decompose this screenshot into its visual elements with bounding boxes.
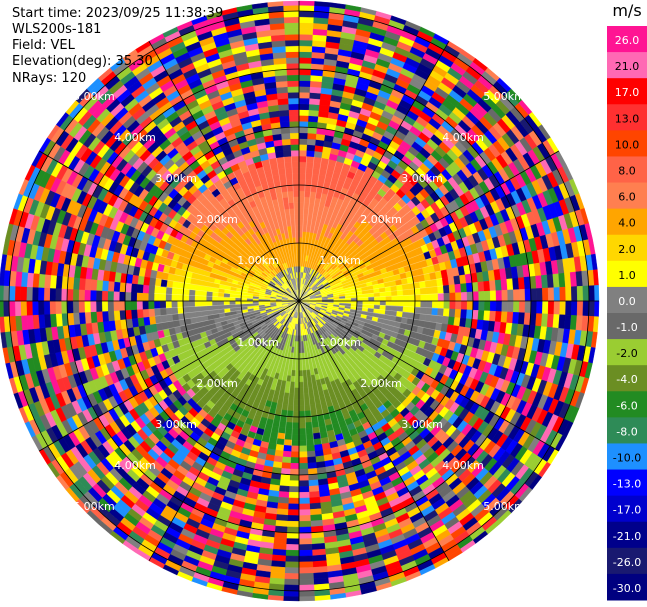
ray-separator (298, 198, 402, 302)
ray-separator (298, 160, 337, 302)
ray-separator (298, 179, 379, 302)
ray-separator (298, 156, 315, 302)
ray-separator (298, 165, 352, 302)
ray-separator (298, 193, 397, 302)
ray-separator (298, 156, 307, 302)
ray-separator (298, 157, 322, 302)
ray-separator (298, 171, 366, 302)
ray-separator (298, 163, 345, 302)
ray-separator (298, 203, 407, 302)
ray-separator (298, 159, 330, 302)
ray-separator (298, 209, 412, 302)
ray-separator (298, 183, 385, 302)
ray-separator (298, 188, 391, 302)
velocity-bins (0, 0, 600, 602)
ray-separator (298, 168, 359, 302)
